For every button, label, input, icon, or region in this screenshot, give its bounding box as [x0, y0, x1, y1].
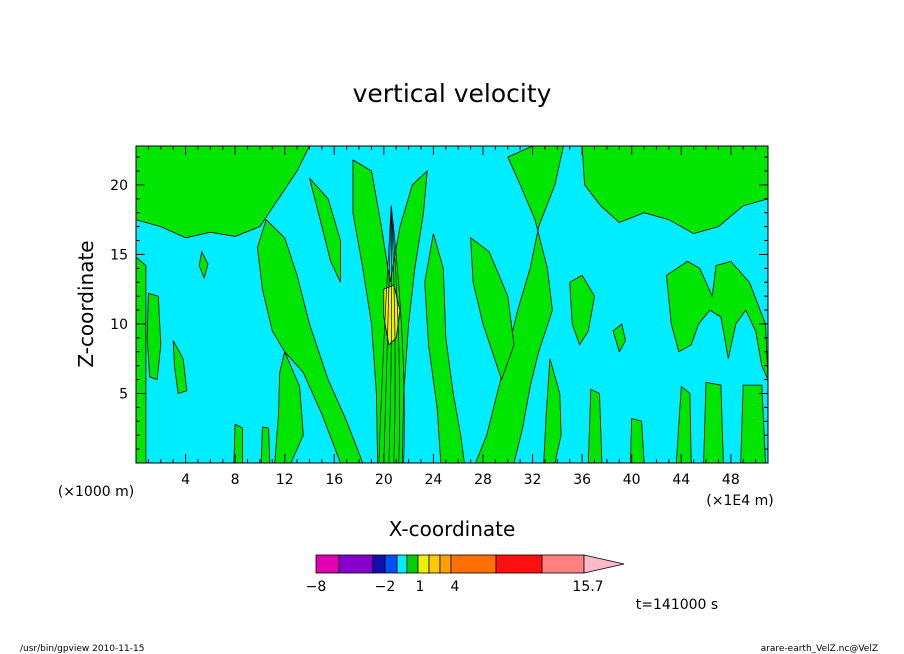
- x-tick-label: 36: [573, 472, 591, 488]
- x-scale-note: (×1E4 m): [706, 493, 773, 509]
- y-tick-label: 5: [119, 386, 128, 402]
- positive-region-left-column: [146, 292, 162, 381]
- colorbar: −8 −2 1 4 15.7: [306, 554, 625, 595]
- x-tick-label: 16: [325, 472, 343, 488]
- x-tick-label: 12: [276, 472, 294, 488]
- y-axis-title: Z-coordinate: [74, 240, 98, 367]
- colorbar-segment: [541, 554, 585, 574]
- colorbar-segment: [315, 554, 340, 574]
- positive-region-left-blob: [172, 340, 188, 395]
- plot-frame: [135, 145, 769, 464]
- contour-line: [388, 205, 392, 463]
- positive-region-right-inner: [470, 236, 515, 381]
- contour-line: [390, 205, 396, 463]
- x-tick-label: 20: [375, 472, 393, 488]
- colorbar-label: −2: [375, 579, 396, 595]
- positive-region-base-b: [260, 426, 271, 463]
- positive-region-base-g: [629, 417, 645, 463]
- x-tick-label: 48: [722, 472, 740, 488]
- x-axis-title: X-coordinate: [389, 517, 516, 541]
- positive-region-left-edge: [136, 256, 147, 463]
- positive-region-base-e: [740, 384, 766, 463]
- colorbar-segment: [450, 554, 497, 574]
- positive-region-base-a: [233, 423, 243, 463]
- chart-title: vertical velocity: [353, 79, 552, 108]
- velocity-field: [136, 146, 768, 463]
- x-tick-label: 32: [524, 472, 542, 488]
- positive-region-left-band: [256, 218, 364, 463]
- colorbar-segment: [396, 554, 408, 574]
- y-scale-note: (×1000 m): [58, 484, 134, 500]
- colorbar-arrow: [583, 554, 625, 574]
- y-tick-label: 10: [110, 317, 128, 333]
- positive-region-right-foot: [543, 358, 562, 463]
- positive-region-base-f: [587, 388, 603, 463]
- colorbar-segment: [338, 554, 374, 574]
- footer-left: /usr/bin/gpview 2010-11-15: [20, 644, 144, 654]
- x-tick-label: 28: [474, 472, 492, 488]
- positive-region-right-fingers: [665, 260, 768, 380]
- positive-region-small-blob: [198, 250, 209, 280]
- x-axis: 4 8 12 16 20 24 28 32 36 40 44 48: [147, 146, 757, 488]
- y-tick-label: 15: [110, 247, 128, 263]
- colorbar-segment: [495, 554, 543, 574]
- colorbar-label: 1: [416, 579, 425, 595]
- colorbar-label: 15.7: [572, 579, 603, 595]
- colorbar-segment: [372, 554, 386, 574]
- time-label: t=141000 s: [636, 597, 718, 613]
- colorbar-segment: [428, 554, 441, 574]
- colorbar-segment: [417, 554, 430, 574]
- contour-line: [383, 205, 392, 463]
- x-tick-label: 40: [623, 472, 641, 488]
- x-tick-label: 4: [181, 472, 190, 488]
- contour-line: [390, 205, 400, 463]
- positive-region-right-blob-b: [612, 323, 626, 353]
- footer-right: arare-earth_VelZ.nc@VelZ: [761, 644, 878, 654]
- colorbar-label: 4: [451, 579, 460, 595]
- contour-line: [378, 205, 392, 463]
- colorbar-label: −8: [306, 579, 327, 595]
- positive-region-top-left: [136, 146, 310, 239]
- positive-region-base-c: [675, 385, 692, 463]
- positive-region-top-right: [581, 146, 768, 235]
- positive-region-base-d: [703, 381, 724, 463]
- y-axis: 5 10 15 20: [110, 156, 768, 450]
- x-tick-label: 8: [231, 472, 240, 488]
- positive-region-right-streak: [424, 233, 465, 463]
- y-tick-label: 20: [110, 178, 128, 194]
- positive-region-left-foot: [274, 350, 304, 463]
- colorbar-segment: [384, 554, 398, 574]
- x-tick-label: 24: [424, 472, 442, 488]
- colorbar-segment: [406, 554, 419, 574]
- positive-region-right-blob-a: [569, 274, 595, 346]
- positive-region-right-band: [475, 146, 564, 463]
- colorbar-segment: [439, 554, 452, 574]
- contour-line: [390, 205, 405, 463]
- positive-region-upper-streak: [309, 177, 341, 283]
- x-tick-label: 44: [672, 472, 690, 488]
